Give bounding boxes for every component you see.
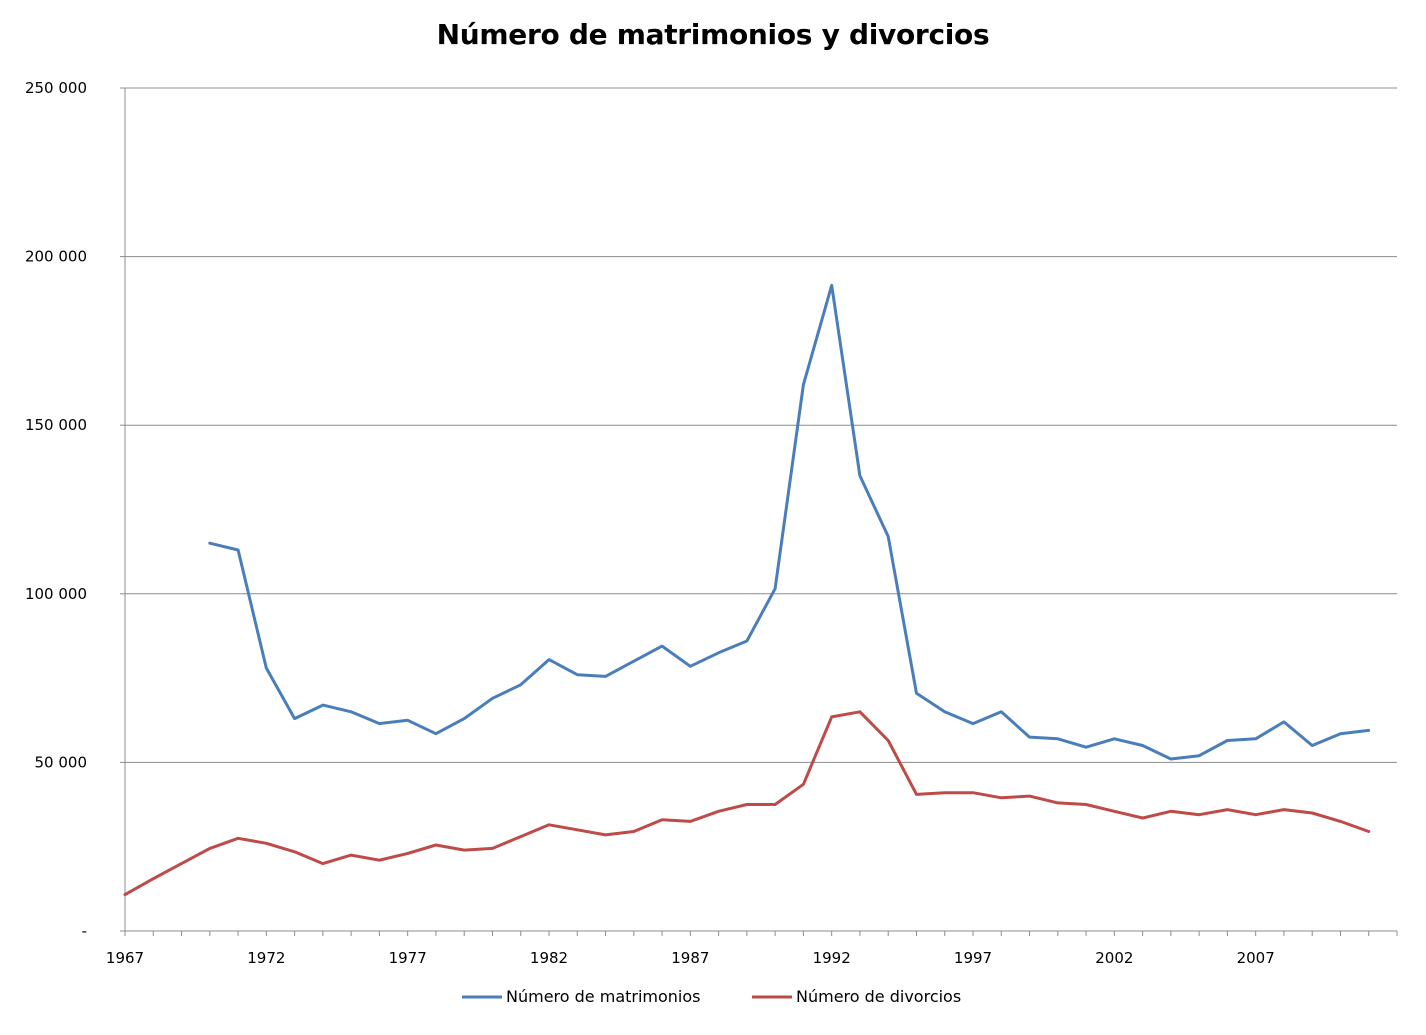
x-tick-label: 1997 <box>954 949 992 967</box>
y-tick-label: 250 000 <box>25 79 87 97</box>
x-tick-label: 1967 <box>106 949 144 967</box>
series-line-matrimonios <box>208 283 1371 761</box>
y-tick-label: 150 000 <box>25 416 87 434</box>
series-lines <box>123 283 1371 897</box>
x-tick-label: 1977 <box>389 949 427 967</box>
legend: Número de matrimonios Número de divorcios <box>462 987 961 1006</box>
x-tick-label: 2002 <box>1095 949 1133 967</box>
x-tick-label: 2007 <box>1237 949 1275 967</box>
x-tick-label: 1987 <box>671 949 709 967</box>
x-tick-label: 1972 <box>247 949 285 967</box>
legend-label: Número de divorcios <box>796 987 961 1006</box>
x-tick-label: 1982 <box>530 949 568 967</box>
y-tick-label: 50 000 <box>35 753 88 771</box>
y-tick-label: 100 000 <box>25 585 87 603</box>
axes: - 50 000 100 000 150 000 200 000 250 000 1967 1… <box>25 79 1398 967</box>
chart-title: Número de matrimonios y divorcios <box>436 18 990 51</box>
legend-label: Número de matrimonios <box>506 987 701 1006</box>
y-tick-label: 200 000 <box>25 248 87 266</box>
series-line-divorcios <box>123 710 1371 897</box>
y-tick-label: - <box>82 922 87 940</box>
gridlines <box>125 87 1397 763</box>
x-tick-label: 1992 <box>813 949 851 967</box>
